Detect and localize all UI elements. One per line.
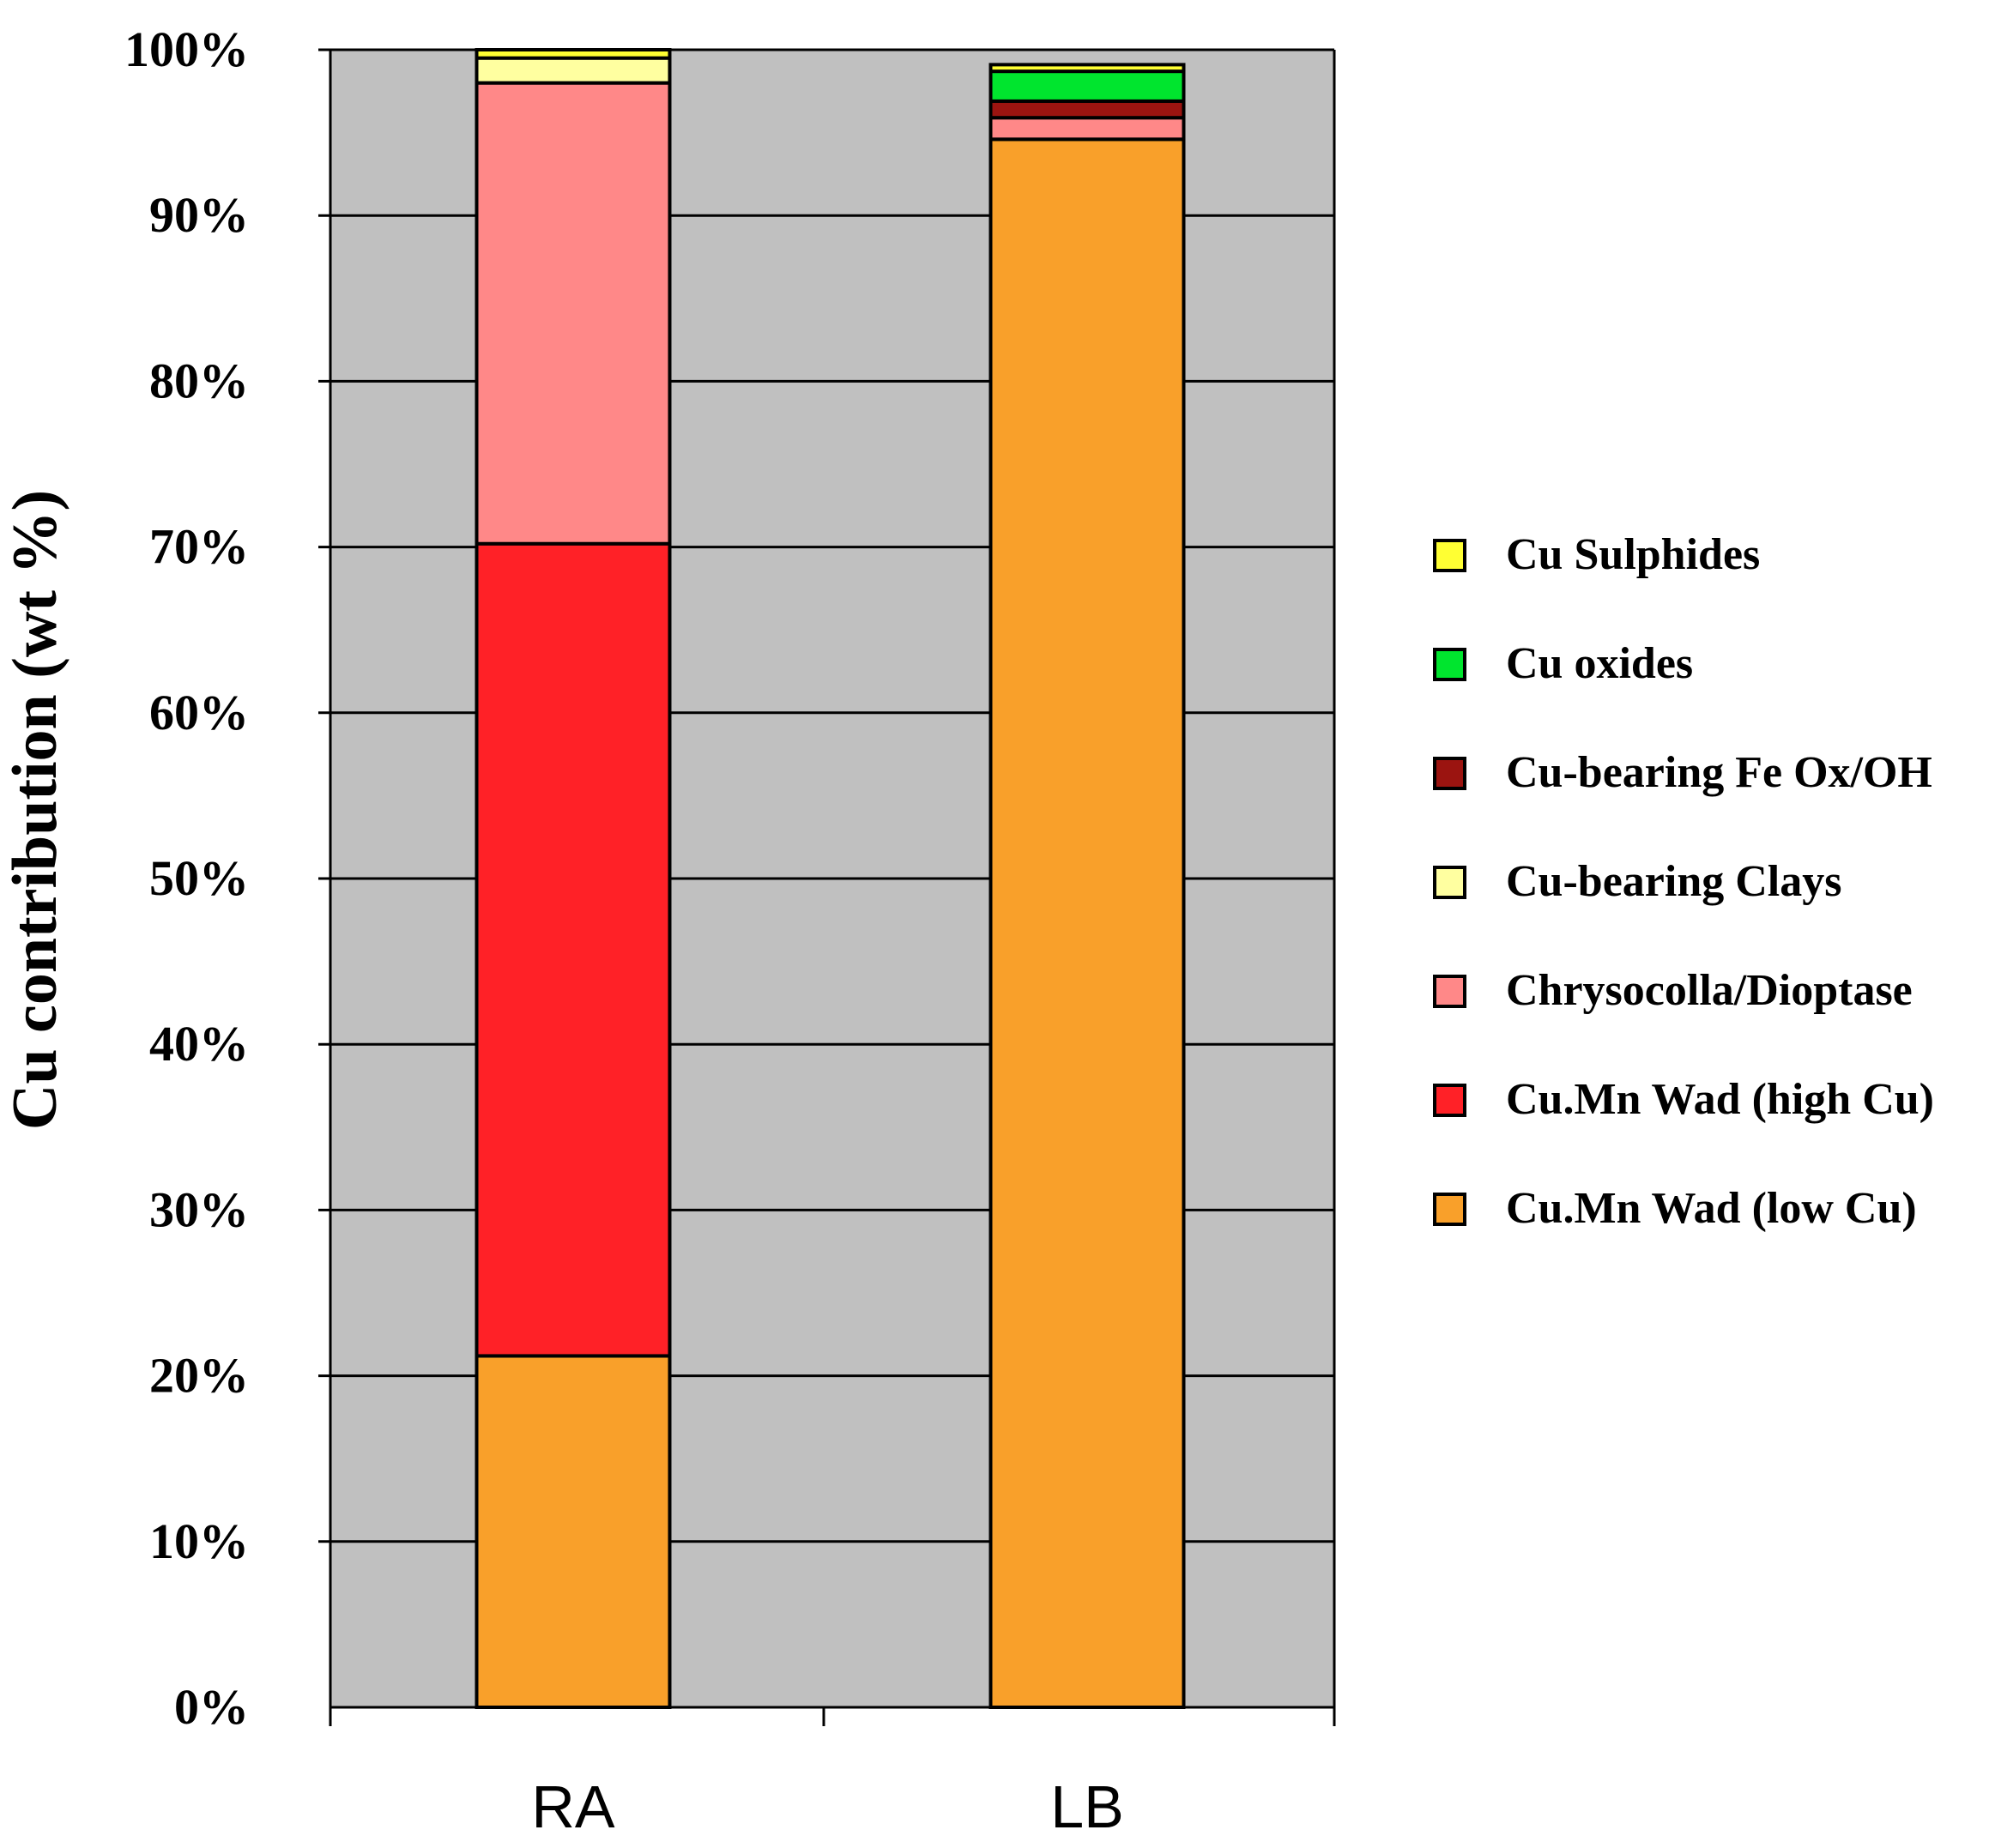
legend: Cu Sulphides Cu oxides Cu-bearing Fe Ox/OH… — [1433, 530, 1934, 1233]
legend-swatch — [1433, 648, 1466, 681]
legend-swatch — [1433, 757, 1466, 790]
y-tick-label: 30% — [149, 1181, 249, 1237]
legend-label: Cu-bearing Fe Ox/OH — [1506, 748, 1932, 797]
bars — [475, 48, 1186, 1710]
bar-segment — [475, 48, 672, 60]
legend-label: Cu Sulphides — [1506, 530, 1760, 579]
y-tick-label: 40% — [149, 1016, 249, 1072]
bar-segment — [475, 56, 672, 85]
x-tick-labels: RA LB — [531, 1773, 1123, 1840]
bar-segment — [988, 99, 1186, 120]
y-tick-label: 90% — [149, 187, 249, 243]
legend-label: Cu.Mn Wad (high Cu) — [1506, 1075, 1934, 1124]
bar-segment — [475, 1354, 672, 1710]
legend-swatch — [1433, 1084, 1466, 1117]
y-tick-labels: 0% 10% 20% 30% 40% 50% 60% 70% 80% 90% 100% — [124, 21, 249, 1735]
y-tick-label: 70% — [149, 519, 249, 575]
y-tick-label: 10% — [149, 1513, 249, 1569]
y-axis-label: Cu contribution (wt %) — [0, 490, 70, 1130]
x-tick-label: LB — [1050, 1773, 1124, 1840]
y-tick-label: 20% — [149, 1348, 249, 1404]
bar-segment — [988, 63, 1186, 74]
y-tick-label: 100% — [124, 21, 249, 77]
legend-swatch — [1433, 539, 1466, 572]
legend-label: Chrysocolla/Dioptase — [1506, 966, 1913, 1015]
bar-segment — [475, 541, 672, 1358]
y-tick-label: 80% — [149, 353, 249, 408]
legend-swatch — [1433, 975, 1466, 1008]
legend-label: Cu-bearing Clays — [1506, 857, 1841, 906]
bar-segment — [475, 81, 672, 546]
y-tick-label: 50% — [149, 850, 249, 906]
legend-swatch — [1433, 866, 1466, 899]
legend-label: Cu.Mn Wad (low Cu) — [1506, 1184, 1917, 1233]
bar-segment — [988, 116, 1186, 142]
legend-label: Cu oxides — [1506, 639, 1693, 688]
bar-segment — [988, 137, 1186, 1709]
axes — [329, 50, 1336, 1726]
bar-segment — [988, 69, 1186, 103]
y-tick-label: 60% — [149, 685, 249, 740]
x-tick-label: RA — [531, 1773, 615, 1840]
y-tick-label: 0% — [174, 1679, 249, 1735]
legend-swatch — [1433, 1193, 1466, 1226]
